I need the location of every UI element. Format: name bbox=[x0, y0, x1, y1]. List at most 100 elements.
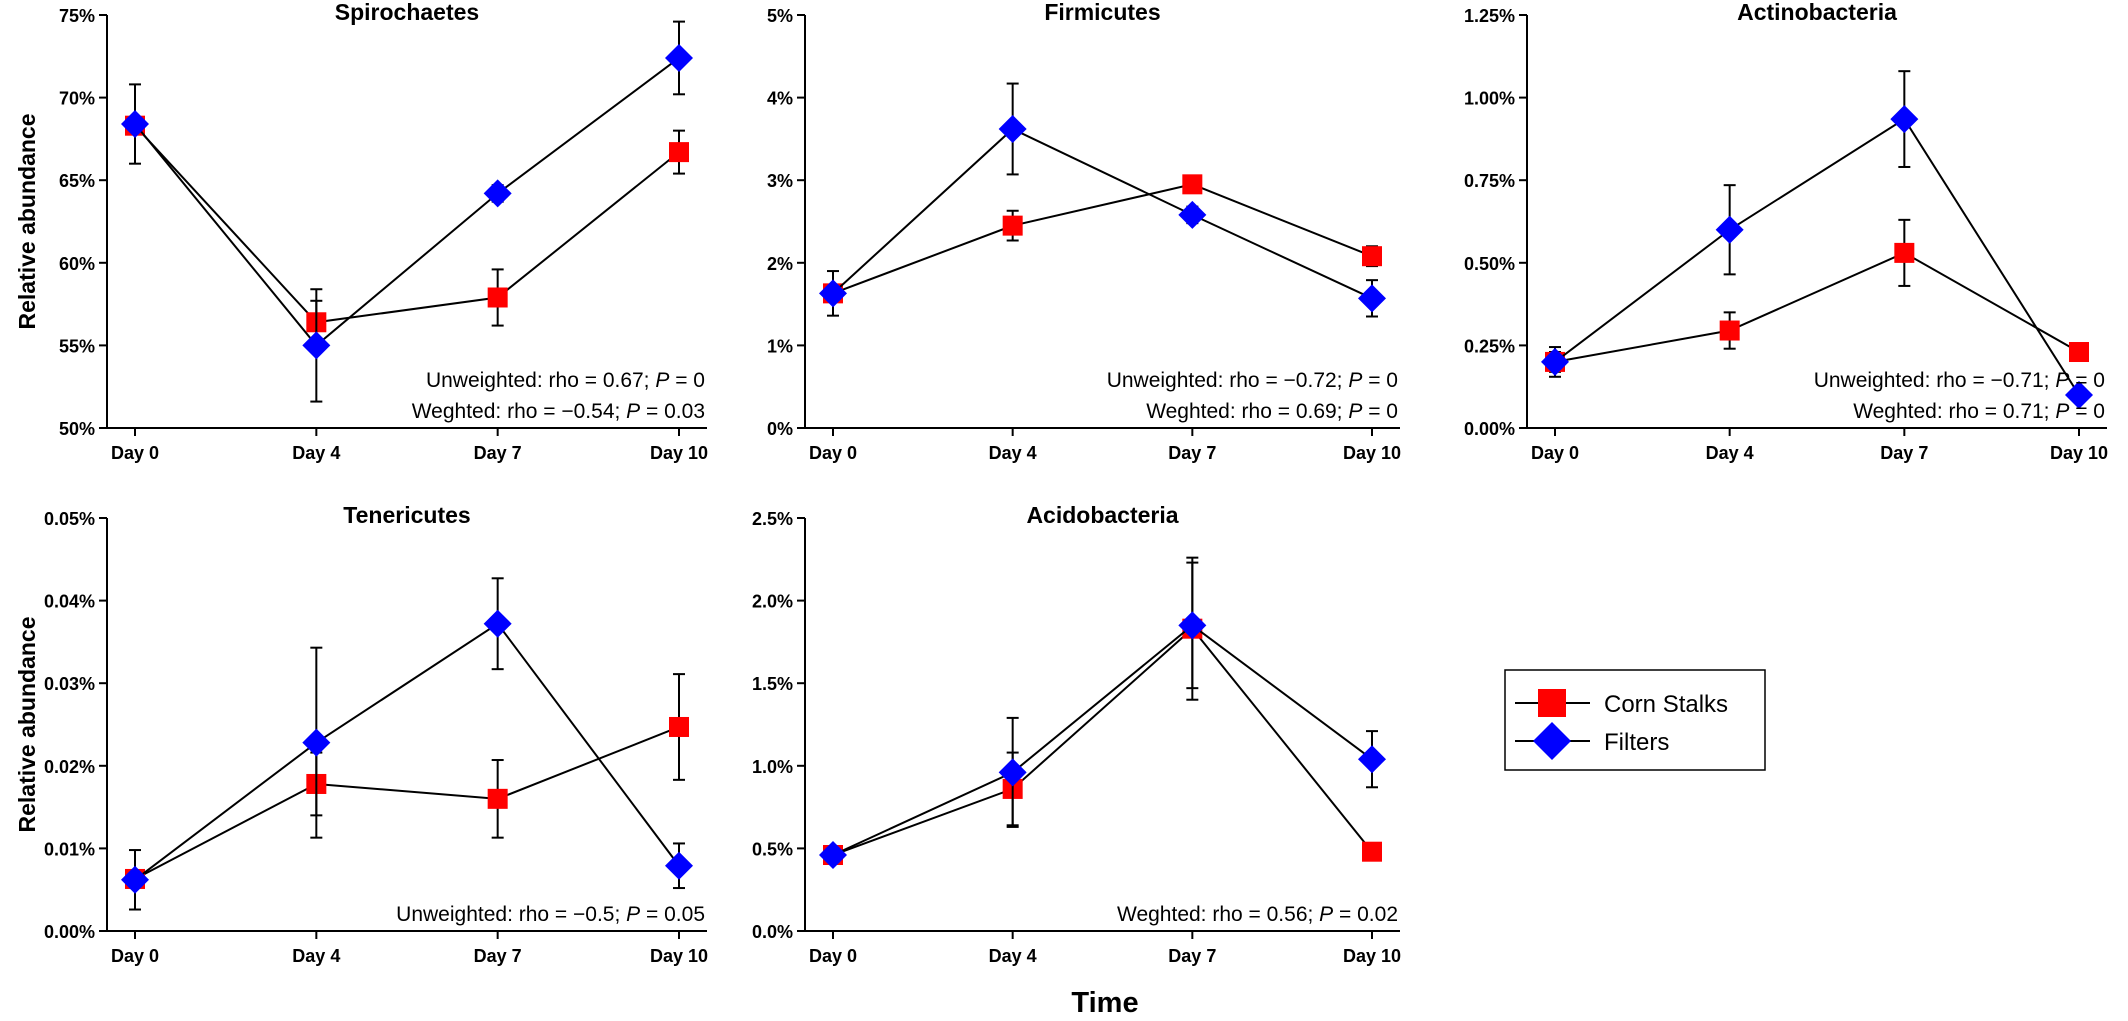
data-point-diamond bbox=[121, 865, 149, 894]
stat-annotation: Unweighted: rho = 0.67; P = 0 bbox=[426, 369, 705, 392]
data-point-diamond bbox=[1178, 611, 1207, 640]
series-corn-stalks bbox=[125, 673, 689, 889]
y-tick-label: 1.5% bbox=[752, 674, 793, 694]
series-line bbox=[134, 622, 680, 881]
data-point-diamond bbox=[2065, 380, 2093, 409]
x-tick-label: Day 0 bbox=[111, 443, 159, 463]
x-tick-label: Day 7 bbox=[1168, 946, 1216, 966]
stat-annotation: Weghted: rho = −0.54; P = 0.03 bbox=[412, 400, 705, 423]
panel-firmicutes: 0% 1% 2% 3% 4% 5% Day 0 Day 4 Day 7 Day 10 Firmicu… bbox=[767, 0, 1401, 463]
data-point-square bbox=[1894, 242, 1915, 263]
data-point-square bbox=[487, 287, 508, 308]
series-filters bbox=[819, 82, 1386, 318]
stat-annotation: Weghted: rho = 0.71; P = 0 bbox=[1853, 400, 2105, 423]
series-line bbox=[832, 127, 1373, 300]
data-point-square bbox=[2069, 342, 2089, 363]
series-filters bbox=[121, 577, 693, 911]
x-tick-label: Day 7 bbox=[1880, 443, 1928, 463]
data-point-square bbox=[1362, 841, 1382, 862]
y-tick-label: 0.05% bbox=[44, 509, 95, 529]
y-tick-label: 0.03% bbox=[44, 674, 95, 694]
panel-title: Acidobacteria bbox=[1026, 502, 1178, 528]
data-point-square bbox=[1362, 246, 1382, 267]
stat-annotation: Unweighted: rho = −0.72; P = 0 bbox=[1107, 369, 1398, 392]
legend-marker-corn-stalks bbox=[1538, 689, 1566, 717]
series-line bbox=[1554, 117, 2080, 396]
series-corn-stalks bbox=[823, 556, 1382, 866]
panel-tenericutes: 0.00% 0.01% 0.02% 0.03% 0.04% 0.05% Day 0 Day 4… bbox=[14, 502, 708, 966]
y-tick-label: 0.50% bbox=[1464, 254, 1515, 274]
x-tick-label: Day 10 bbox=[2050, 443, 2108, 463]
x-tick-label: Day 10 bbox=[1343, 443, 1401, 463]
y-tick-label: 1.00% bbox=[1464, 89, 1515, 109]
y-tick-label: 0% bbox=[767, 419, 793, 439]
x-tick-label: Day 4 bbox=[292, 443, 340, 463]
y-axis-label: Relative abundance bbox=[14, 113, 40, 329]
legend: Corn Stalks Filters bbox=[1504, 669, 1766, 771]
data-point-diamond bbox=[1358, 745, 1386, 774]
panel-actinobacteria: 0.00% 0.25% 0.50% 0.75% 1.00% 1.25% Day 0 Day 4… bbox=[1464, 0, 2108, 463]
data-point-diamond bbox=[998, 114, 1027, 143]
y-tick-label: 5% bbox=[767, 6, 793, 26]
series-corn-stalks bbox=[823, 174, 1382, 304]
data-point-diamond bbox=[1890, 105, 1919, 134]
y-tick-label: 50% bbox=[59, 419, 95, 439]
y-tick-label: 0.04% bbox=[44, 592, 95, 612]
legend-marker-filters bbox=[1533, 722, 1571, 760]
y-tick-label: 2.0% bbox=[752, 592, 793, 612]
x-tick-label: Day 7 bbox=[474, 443, 522, 463]
stat-annotation: Weghted: rho = 0.56; P = 0.02 bbox=[1117, 903, 1398, 926]
y-tick-label: 0.5% bbox=[752, 839, 793, 859]
series-line bbox=[134, 57, 680, 347]
panel-title: Actinobacteria bbox=[1737, 0, 1897, 25]
y-tick-label: 4% bbox=[767, 89, 793, 109]
series-filters bbox=[819, 561, 1386, 870]
y-tick-label: 0.01% bbox=[44, 839, 95, 859]
y-tick-label: 55% bbox=[59, 336, 95, 356]
x-tick-label: Day 10 bbox=[650, 443, 708, 463]
data-point-diamond bbox=[302, 331, 331, 360]
y-tick-label: 1.0% bbox=[752, 757, 793, 777]
y-tick-label: 65% bbox=[59, 171, 95, 191]
series-line bbox=[134, 125, 680, 324]
data-point-diamond bbox=[121, 110, 149, 139]
y-tick-label: 0.25% bbox=[1464, 336, 1515, 356]
data-point-square bbox=[1182, 174, 1203, 195]
y-tick-label: 0.00% bbox=[1464, 419, 1515, 439]
data-point-diamond bbox=[1715, 215, 1744, 244]
x-tick-label: Day 10 bbox=[1343, 946, 1401, 966]
panel-acidobacteria: 0.0% 0.5% 1.0% 1.5% 2.0% 2.5% Day 0 Day 4 Day 7 D… bbox=[752, 502, 1401, 966]
y-axis-label: Relative abundance bbox=[14, 616, 40, 832]
x-tick-label: Day 7 bbox=[1168, 443, 1216, 463]
stat-annotation: Unweighted: rho = −0.71; P = 0 bbox=[1814, 369, 2105, 392]
x-tick-label: Day 0 bbox=[1531, 443, 1579, 463]
series-filters bbox=[1541, 70, 2093, 409]
series-line bbox=[832, 624, 1373, 856]
x-tick-label: Day 4 bbox=[989, 443, 1037, 463]
data-point-diamond bbox=[1541, 347, 1569, 376]
panels: 50% 55% 60% 65% 70% 75% Day 0 Day 4 Day 7 Day 10 S… bbox=[14, 0, 2108, 966]
y-tick-label: 0.02% bbox=[44, 757, 95, 777]
y-tick-label: 3% bbox=[767, 171, 793, 191]
panel-spirochaetes: 50% 55% 60% 65% 70% 75% Day 0 Day 4 Day 7 Day 10 S… bbox=[14, 0, 708, 463]
x-tick-label: Day 0 bbox=[809, 443, 857, 463]
data-point-square bbox=[1719, 320, 1740, 341]
data-point-diamond bbox=[665, 851, 693, 880]
x-tick-label: Day 0 bbox=[111, 946, 159, 966]
series-line bbox=[1554, 251, 2080, 363]
y-tick-label: 0.00% bbox=[44, 922, 95, 942]
data-point-square bbox=[669, 142, 689, 163]
data-point-square bbox=[487, 788, 508, 809]
x-tick-label: Day 7 bbox=[474, 946, 522, 966]
series-filters bbox=[121, 20, 693, 403]
legend-label-filters: Filters bbox=[1604, 729, 1669, 756]
series-line bbox=[832, 183, 1373, 295]
panel-title: Tenericutes bbox=[343, 502, 470, 528]
y-tick-label: 70% bbox=[59, 89, 95, 109]
stat-annotation: Weghted: rho = 0.69; P = 0 bbox=[1146, 400, 1398, 423]
data-point-diamond bbox=[665, 43, 693, 72]
series-corn-stalks bbox=[125, 115, 689, 345]
data-point-diamond bbox=[483, 179, 512, 208]
y-tick-label: 75% bbox=[59, 6, 95, 26]
